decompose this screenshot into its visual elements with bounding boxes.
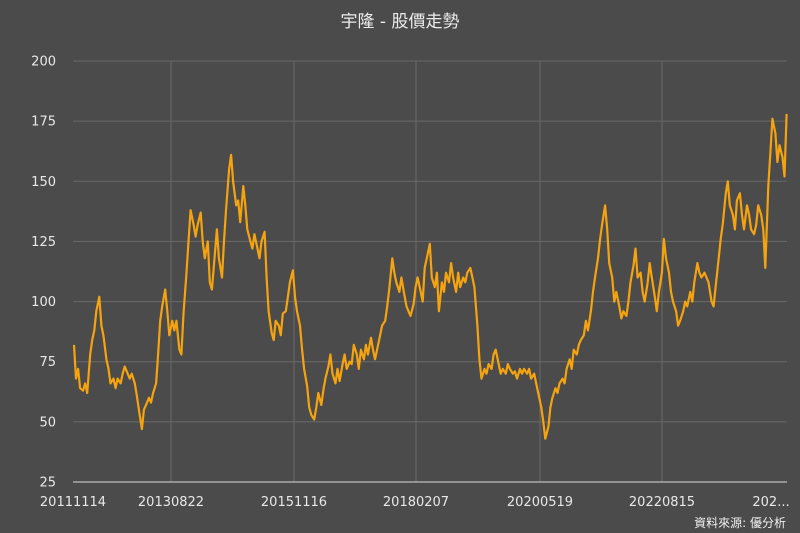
x-tick-label: 20111114 bbox=[40, 495, 106, 510]
y-tick-label: 125 bbox=[31, 235, 56, 250]
x-tick-label: 20151116 bbox=[261, 495, 327, 510]
x-tick-label: 20220815 bbox=[629, 495, 695, 510]
x-axis-labels: 20111114 20130822 20151116 20180207 20200519… bbox=[40, 495, 790, 510]
chart-title: 宇隆 - 股價走勢 bbox=[341, 12, 460, 32]
x-tick-label: 202... bbox=[752, 495, 789, 510]
grid bbox=[73, 60, 787, 482]
y-tick-label: 200 bbox=[31, 55, 56, 70]
y-tick-label: 150 bbox=[31, 175, 56, 190]
x-tick-label: 20130822 bbox=[138, 495, 204, 510]
y-tick-label: 75 bbox=[39, 355, 56, 370]
source-note: 資料來源: 優分析 bbox=[694, 516, 786, 530]
price-series-line bbox=[72, 113, 788, 440]
y-tick-label: 50 bbox=[39, 415, 56, 430]
y-tick-label: 25 bbox=[39, 476, 56, 491]
x-tick-label: 20180207 bbox=[383, 495, 449, 510]
y-tick-label: 100 bbox=[31, 295, 56, 310]
y-tick-label: 175 bbox=[31, 115, 56, 130]
x-tick-label: 20200519 bbox=[507, 495, 573, 510]
y-axis-labels: 25 50 75 100 125 150 175 200 bbox=[31, 55, 56, 491]
